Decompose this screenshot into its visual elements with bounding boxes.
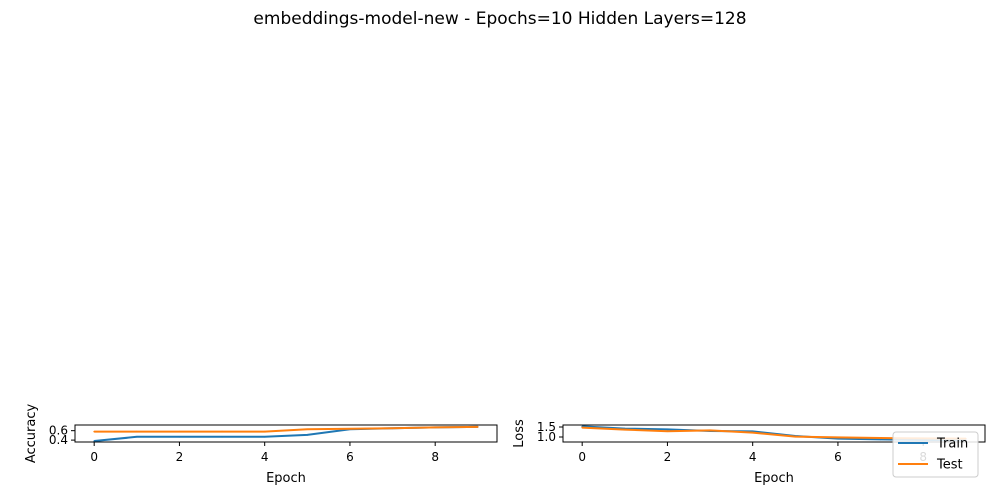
loss-x-tick-label: 6 (834, 450, 842, 464)
loss-y-tick-label: 1.5 (537, 420, 556, 434)
loss-test-point (709, 429, 711, 432)
loss-y-axis-label: Loss (512, 419, 527, 448)
accuracy-test-point (477, 426, 479, 428)
loss-legend: Train Test (892, 431, 979, 478)
accuracy-x-tick-label: 0 (90, 450, 98, 464)
accuracy-test-point (263, 430, 266, 433)
loss-x-axis-label: Epoch (754, 471, 794, 486)
accuracy-test-point (136, 430, 138, 433)
accuracy-train-point (136, 436, 138, 438)
accuracy-test-point (221, 430, 223, 433)
accuracy-train-point (93, 440, 95, 442)
loss-test-point (837, 436, 839, 439)
accuracy-x-tick-label: 8 (431, 450, 439, 464)
accuracy-y-axis-label: Accuracy (24, 404, 39, 464)
loss-test-point (879, 437, 882, 439)
loss-test-point (751, 431, 754, 434)
accuracy-test-point (178, 430, 181, 433)
accuracy-x-tick-label: 4 (261, 450, 269, 464)
accuracy-test-line (94, 425, 478, 433)
accuracy-chart: 0 2 4 6 8 0.40.6 Epoch Accuracy (24, 404, 498, 486)
accuracy-test-point (349, 427, 351, 430)
accuracy-x-tick-label: 6 (346, 450, 354, 464)
accuracy-marks: 0 2 4 6 8 0.40.6 (49, 424, 479, 464)
accuracy-axes-frame (74, 424, 498, 443)
loss-x-tick-label: 0 (578, 450, 586, 464)
accuracy-train-point (306, 434, 309, 436)
loss-test-point (581, 426, 583, 429)
loss-chart: 024681.01.5 Epoch Loss Train Test (512, 419, 986, 486)
figure-title: embeddings-model-new - Epochs=10 Hidden … (253, 9, 746, 29)
accuracy-test-point (93, 430, 95, 433)
legend-train-label: Train (936, 437, 968, 452)
accuracy-test-point (306, 428, 309, 431)
loss-test-point (794, 435, 797, 438)
accuracy-test-point (391, 427, 394, 430)
legend-test-label: Test (936, 458, 963, 473)
loss-x-tick-label: 2 (664, 450, 672, 464)
accuracy-train-line (94, 425, 478, 443)
accuracy-train-point (263, 436, 266, 438)
accuracy-train-point (221, 436, 223, 438)
accuracy-test-point (434, 426, 436, 429)
loss-test-point (666, 430, 669, 433)
loss-axes-frame (562, 424, 986, 443)
accuracy-x-axis-label: Epoch (266, 471, 306, 486)
accuracy-x-tick-label: 2 (176, 450, 184, 464)
loss-train-point (666, 428, 669, 431)
accuracy-y-tick-label: 0.6 (49, 424, 68, 438)
loss-test-point (624, 428, 626, 431)
accuracy-y-tick-label: 0.4 (49, 433, 68, 447)
loss-x-tick-label: 4 (749, 450, 757, 464)
loss-y-tick-label: 1.0 (537, 430, 556, 444)
accuracy-train-point (178, 436, 181, 438)
